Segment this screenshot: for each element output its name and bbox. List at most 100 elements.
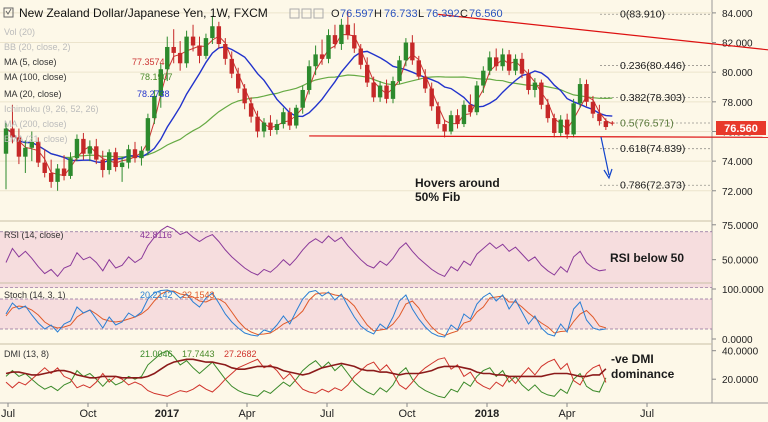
candle-11[interactable] [74,134,80,162]
candle-21[interactable] [139,146,144,166]
candle-51[interactable] [332,24,338,49]
candle-80[interactable] [519,52,525,79]
legend-row-ema[interactable]: EMA (21, close) [4,134,68,144]
candle-42[interactable] [274,119,280,135]
candle-44[interactable] [287,107,292,130]
candle-92[interactable] [597,104,602,126]
candle-45[interactable] [294,104,299,129]
candle-20[interactable] [132,141,138,163]
candle-2[interactable] [16,128,22,165]
candle-16[interactable] [107,149,112,175]
candle-68[interactable] [442,119,447,138]
candle-85[interactable] [552,113,557,138]
candle-12[interactable] [81,132,86,160]
price-pane[interactable]: 72.00074.00076.00078.00080.00082.00084.0… [0,0,768,403]
trendline-0[interactable] [438,13,768,67]
candle-0[interactable] [3,122,9,190]
candle-53[interactable] [345,11,351,40]
candle-5[interactable] [36,137,41,168]
candle-72[interactable] [468,94,473,117]
candle-37[interactable] [242,84,247,110]
settings-icon[interactable] [301,8,312,19]
candle-89[interactable] [577,78,583,108]
candle-36[interactable] [236,67,241,93]
candle-86[interactable] [558,115,563,136]
legend-row-bb[interactable]: BB (20, close, 2) [4,42,71,52]
close-icon[interactable] [313,8,324,19]
stoch-d-line[interactable] [5,290,607,337]
candle-78[interactable] [506,49,512,76]
candle-52[interactable] [339,18,344,50]
candle-50[interactable] [326,29,331,64]
candle-46[interactable] [300,85,305,114]
candle-4[interactable] [29,131,34,162]
candle-71[interactable] [461,100,467,128]
candle-3[interactable] [23,140,28,173]
legend-row-ma5[interactable]: MA (5, close) 77.3574 [4,57,165,67]
candle-61[interactable] [397,55,402,85]
candle-18[interactable] [119,156,125,182]
candle-26[interactable] [171,29,176,64]
candle-56[interactable] [365,57,370,88]
candle-30[interactable] [197,36,202,64]
candle-57[interactable] [371,76,376,102]
dmi-minus-line[interactable] [5,357,607,397]
rsi-line[interactable] [5,225,606,278]
candle-81[interactable] [526,69,531,95]
candle-63[interactable] [410,35,415,65]
legend-row-vol[interactable]: Vol (20) [4,27,35,37]
candle-88[interactable] [571,98,576,138]
candle-82[interactable] [532,78,538,98]
candle-24[interactable] [158,63,163,108]
candle-64[interactable] [416,55,421,80]
candle-77[interactable] [500,48,505,71]
legend-row-ma200[interactable]: MA (200, close) [4,119,67,129]
candle-41[interactable] [268,115,273,136]
candle-49[interactable] [319,39,325,65]
candle-19[interactable] [126,144,131,169]
candle-10[interactable] [68,152,73,179]
candle-33[interactable] [216,21,222,49]
candle-74[interactable] [481,66,486,93]
candle-73[interactable] [474,81,480,116]
candle-1[interactable] [10,104,15,144]
candle-79[interactable] [513,54,518,76]
candle-7[interactable] [48,159,54,188]
candle-54[interactable] [352,23,357,53]
candle-43[interactable] [281,107,286,129]
candle-48[interactable] [313,45,318,76]
candle-76[interactable] [494,48,499,71]
trendline-1[interactable] [309,135,768,138]
candle-62[interactable] [403,38,409,67]
candle-93[interactable] [603,118,609,130]
candle-84[interactable] [545,98,550,123]
candle-8[interactable] [55,164,60,191]
candle-27[interactable] [177,41,183,71]
candle-17[interactable] [113,147,118,172]
candle-38[interactable] [248,97,254,123]
candle-6[interactable] [42,149,47,178]
candle-34[interactable] [223,38,228,65]
candle-14[interactable] [94,138,99,165]
candle-91[interactable] [590,95,596,119]
candle-67[interactable] [435,101,441,129]
candle-29[interactable] [190,24,196,52]
collapse-icon[interactable] [3,7,14,18]
candle-15[interactable] [100,150,105,178]
candle-28[interactable] [184,30,189,68]
candle-69[interactable] [448,110,454,135]
candle-87[interactable] [564,113,570,139]
candle-32[interactable] [210,15,215,45]
candle-90[interactable] [584,79,589,107]
candle-83[interactable] [539,79,544,110]
candle-58[interactable] [377,81,383,102]
candle-66[interactable] [429,82,434,111]
rsi-pane[interactable]: 50.0000 75.0000 RSI (14, close) 42.8116 [0,220,759,288]
candle-25[interactable] [165,36,170,82]
candle-70[interactable] [455,109,460,129]
stoch-pane[interactable]: 0.0000 100.0000 Stoch (14, 3, 1) 20.2142 22.… [0,282,764,346]
stoch-k-line[interactable] [5,289,606,338]
candle-40[interactable] [261,118,267,138]
legend-row-ma20[interactable]: MA (20, close) 78.2738 [4,89,170,99]
dmi-pane[interactable]: 20.0000 40.0000 DMI (13, 8) 21.0046 17.7443 2… [0,343,759,399]
